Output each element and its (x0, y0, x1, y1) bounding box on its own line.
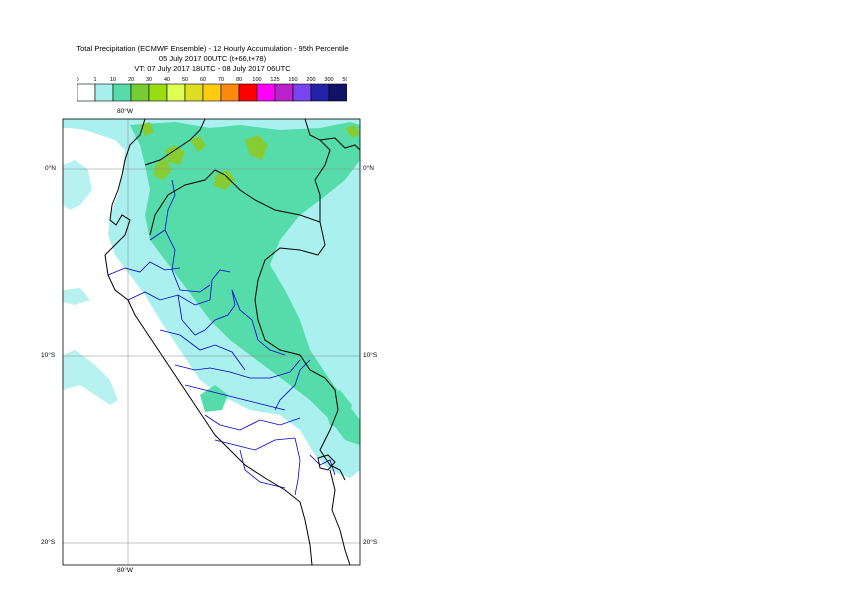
legend-tick-label: 60 (200, 77, 206, 83)
legend-tick-label: 10 (110, 77, 116, 83)
legend-tick-label: 300 (324, 77, 333, 83)
precip-area-mid (130, 122, 360, 445)
lat-label-left-10: 10°S (41, 352, 56, 359)
legend-tick-label: 125 (270, 77, 279, 83)
lat-label-right-0: 0°N (363, 165, 374, 172)
legend-tick-label: 40 (164, 77, 170, 83)
country-borders (104, 119, 360, 565)
legend-tick-label: 150 (288, 77, 297, 83)
legend-tick-label: 30 (146, 77, 152, 83)
legend-tick-label: 1 (93, 77, 96, 83)
precip-area-light-offshore (63, 350, 118, 405)
legend-tick-label: 500 (342, 77, 347, 83)
legend-tick-label: 80 (236, 77, 242, 83)
title-line-1: Total Precipitation (ECMWF Ensemble) - 1… (76, 44, 349, 53)
legend-swatch (328, 83, 347, 102)
map-frame (62, 118, 361, 566)
title-line-2: 05 July 2017 00UTC (t+66,t+78) (158, 54, 267, 63)
region-borders (107, 179, 336, 496)
lat-label-left-0: 0°N (45, 165, 56, 172)
precip-area-high (165, 145, 185, 165)
lon-label-bottom: 80°W (117, 567, 133, 574)
lat-label-right-10: 10°S (363, 352, 378, 359)
lat-label-right-20: 20°S (363, 539, 378, 546)
graticule (63, 119, 360, 565)
legend-tick-label: 20 (128, 77, 134, 83)
coastline (104, 119, 313, 565)
title-line-3: VT: 07 July 2017 18UTC - 08 July 2017 06… (134, 64, 291, 73)
color-legend: 0 1 10 20 30 40 50 60 70 80 100 125 150 200 300 500 (77, 77, 347, 102)
legend-tick-label: 200 (306, 77, 315, 83)
legend-tick-label: 0 (77, 77, 79, 83)
lat-label-left-20: 20°S (41, 539, 56, 546)
legend-tick-label: 100 (252, 77, 261, 83)
legend-tick-label: 70 (218, 77, 224, 83)
legend-tick-label: 50 (182, 77, 188, 83)
lon-label-top: 80°W (117, 108, 133, 115)
precip-area-light-offshore-2 (63, 160, 92, 210)
